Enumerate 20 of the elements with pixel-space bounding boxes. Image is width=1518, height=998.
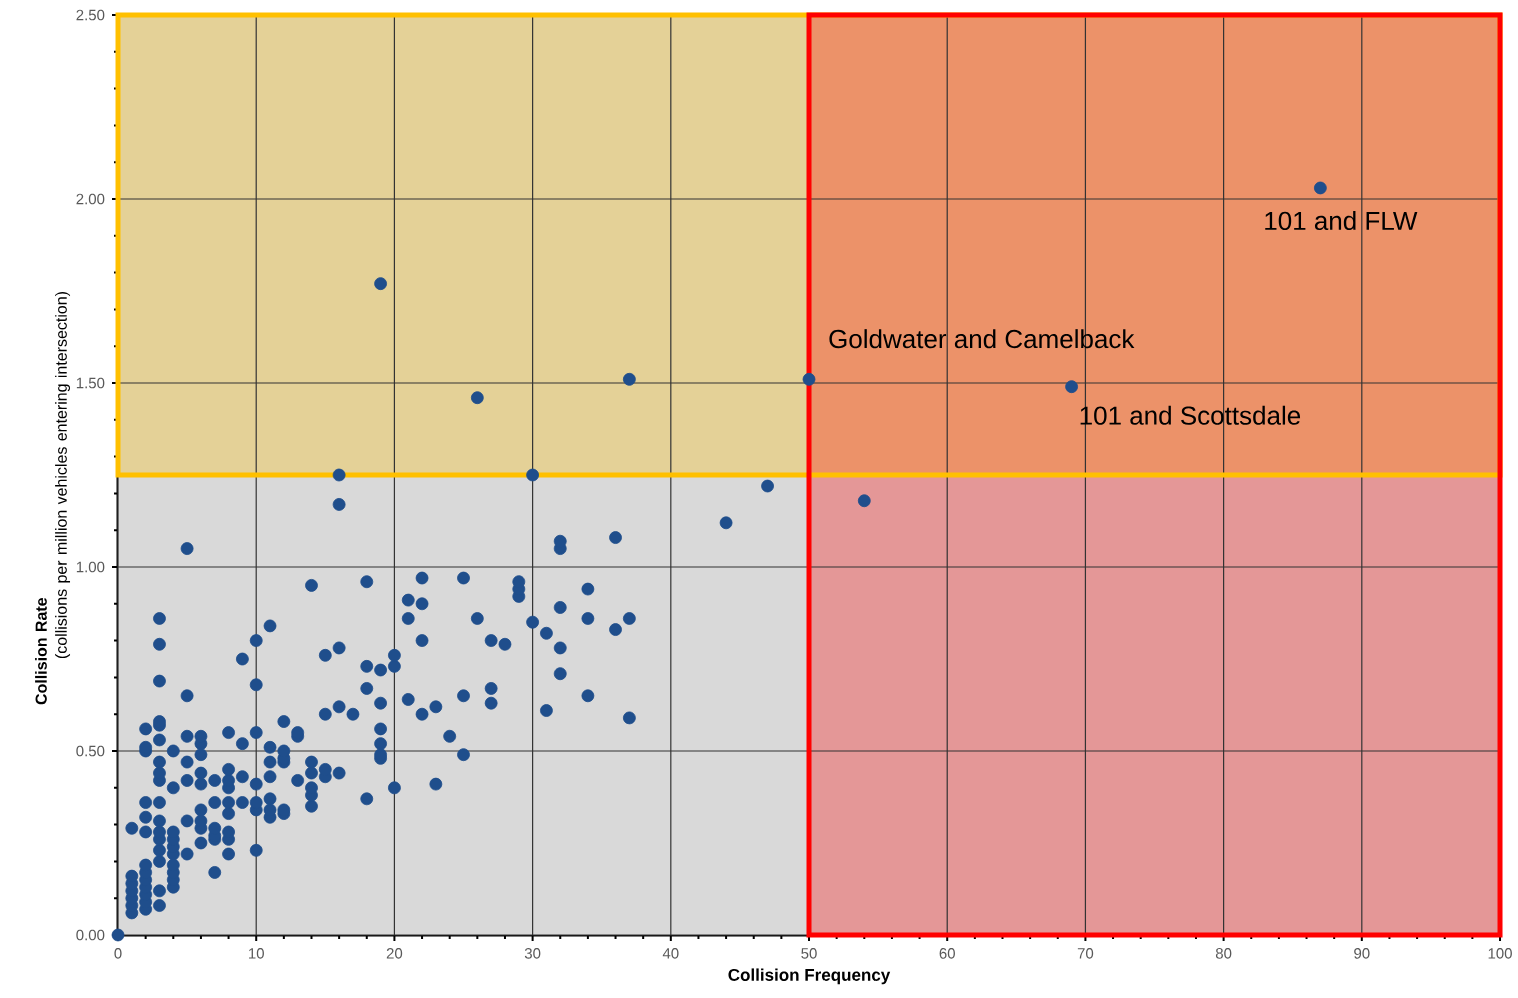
y-tick-label: 0.00 <box>76 929 105 941</box>
x-tick-label: 70 <box>1077 948 1094 959</box>
x-tick-label: 50 <box>801 948 817 959</box>
x-tick-label: 30 <box>524 948 541 959</box>
x-tick-label: 90 <box>1354 948 1370 959</box>
x-tick-label: 80 <box>1215 948 1232 959</box>
annotation: 101 and FLW <box>1265 211 1418 231</box>
x-axis-title: Collision Frequency <box>728 968 891 985</box>
x-tick-label: 10 <box>249 948 264 959</box>
y-tick-label: 2.00 <box>76 193 105 205</box>
x-tick-label: 100 <box>1488 948 1512 959</box>
x-tick-label: 0 <box>114 948 122 959</box>
y-tick-label: 0.50 <box>76 745 105 757</box>
y-tick-label: 1.00 <box>76 561 105 573</box>
x-tick-label: 40 <box>662 948 679 959</box>
y-axis-title: Collision Rate (collisions per million vehicles entering intersection) <box>35 292 71 705</box>
x-tick-label: 20 <box>386 948 403 959</box>
x-tick-label: 60 <box>939 948 955 959</box>
y-tick-label: 1.50 <box>76 377 105 389</box>
y-tick-label: 2.50 <box>76 9 105 21</box>
